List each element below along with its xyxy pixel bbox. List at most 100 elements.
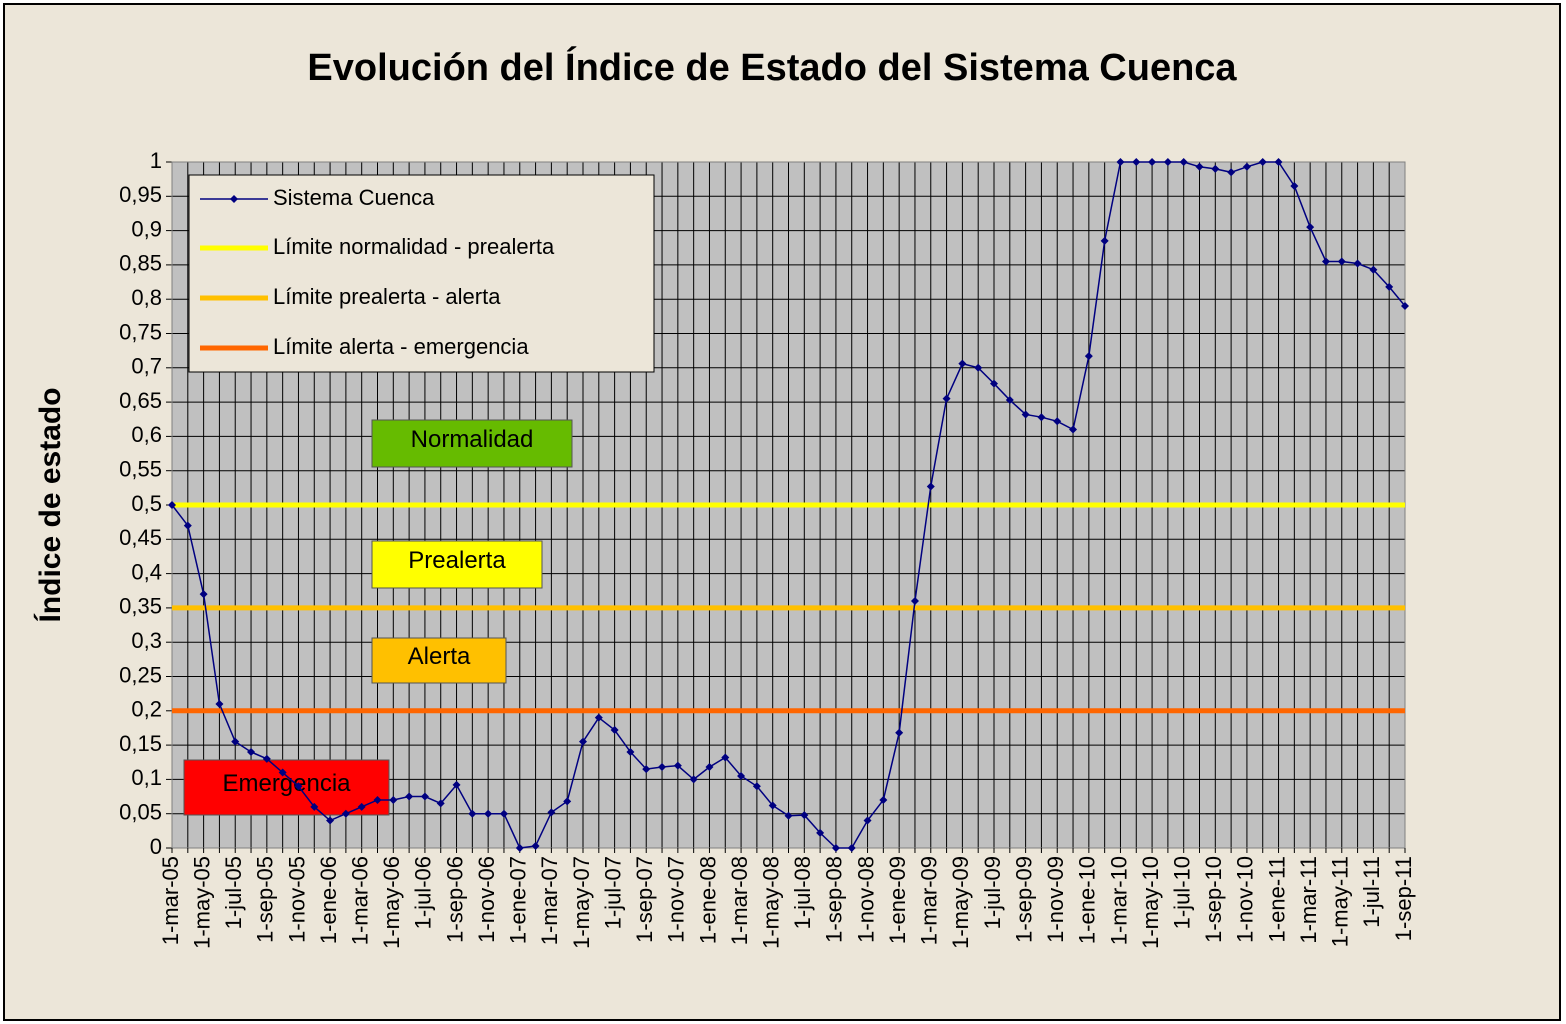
x-tick-label: 1-may-07 bbox=[569, 856, 594, 949]
point bbox=[689, 775, 698, 784]
x-tick-label: 1-mar-08 bbox=[727, 856, 752, 945]
y-tick-label: 0,55 bbox=[119, 457, 162, 482]
point bbox=[405, 792, 414, 801]
x-tick-label: 1-jul-07 bbox=[600, 856, 625, 929]
point bbox=[1306, 223, 1315, 232]
x-tick-label: 1-may-06 bbox=[379, 856, 404, 949]
y-tick-label: 0,65 bbox=[119, 388, 162, 413]
x-tick-label: 1-ene-07 bbox=[506, 856, 531, 944]
point bbox=[1290, 182, 1299, 191]
point bbox=[1163, 158, 1172, 166]
point bbox=[373, 795, 382, 804]
point bbox=[1211, 164, 1220, 173]
y-tick-label: 0,75 bbox=[119, 319, 162, 344]
point bbox=[168, 501, 176, 509]
point bbox=[721, 753, 730, 762]
point bbox=[1132, 158, 1141, 166]
point bbox=[752, 782, 761, 791]
point bbox=[673, 761, 682, 770]
point bbox=[1179, 158, 1188, 166]
x-tick-label: 1-mar-09 bbox=[917, 856, 942, 945]
x-tick-label: 1-sep-06 bbox=[442, 856, 467, 943]
zone-box bbox=[183, 759, 390, 816]
point bbox=[278, 768, 287, 777]
x-tick-label: 1-sep-07 bbox=[632, 856, 657, 943]
point bbox=[1337, 257, 1346, 266]
y-tick-label: 0,95 bbox=[119, 182, 162, 207]
point bbox=[1084, 352, 1093, 361]
point bbox=[958, 359, 967, 368]
x-tick-label: 1-ene-10 bbox=[1075, 856, 1100, 944]
point bbox=[594, 713, 603, 722]
legend-label: Sistema Cuenca bbox=[273, 185, 435, 210]
x-tick-label: 1-mar-05 bbox=[158, 856, 183, 945]
legend bbox=[188, 174, 655, 373]
point bbox=[1353, 259, 1362, 268]
point bbox=[895, 728, 904, 737]
y-tick-label: 0,8 bbox=[131, 285, 162, 310]
point bbox=[926, 482, 935, 491]
x-tick-label: 1-nov-07 bbox=[664, 856, 689, 943]
y-tick-label: 0,25 bbox=[119, 662, 162, 687]
y-tick-label: 1 bbox=[150, 148, 162, 173]
x-tick-label: 1-may-05 bbox=[189, 856, 214, 949]
x-tick-label: 1-nov-10 bbox=[1233, 856, 1258, 943]
x-tick-label: 1-mar-06 bbox=[348, 856, 373, 945]
point bbox=[199, 590, 208, 599]
zone-box bbox=[371, 637, 507, 684]
point bbox=[1100, 236, 1109, 245]
point bbox=[515, 844, 524, 852]
point bbox=[942, 394, 951, 403]
x-tick-label: 1-jul-10 bbox=[1170, 856, 1195, 929]
point bbox=[610, 726, 619, 735]
x-tick-label: 1-ene-06 bbox=[316, 856, 341, 944]
point bbox=[816, 828, 825, 837]
point bbox=[341, 809, 350, 818]
point bbox=[357, 802, 366, 811]
point bbox=[974, 363, 983, 372]
point bbox=[768, 801, 777, 810]
point bbox=[484, 809, 493, 818]
zone-label: Prealerta bbox=[408, 547, 506, 574]
zone-box bbox=[371, 540, 543, 589]
y-tick-label: 0,3 bbox=[131, 628, 162, 653]
point bbox=[1037, 413, 1046, 422]
point bbox=[847, 844, 856, 852]
point bbox=[547, 808, 556, 817]
point bbox=[310, 802, 319, 811]
y-tick-label: 0,15 bbox=[119, 731, 162, 756]
x-tick-label: 1-jul-11 bbox=[1359, 856, 1384, 928]
point bbox=[831, 844, 840, 852]
y-tick-label: 0,05 bbox=[119, 800, 162, 825]
point bbox=[863, 816, 872, 825]
point bbox=[231, 737, 240, 746]
point bbox=[1195, 162, 1204, 171]
point bbox=[1242, 162, 1251, 171]
point bbox=[436, 799, 445, 808]
point bbox=[1148, 158, 1157, 166]
x-tick-label: 1-ene-08 bbox=[695, 856, 720, 944]
point bbox=[1227, 168, 1236, 177]
point bbox=[1116, 158, 1125, 166]
point bbox=[1258, 158, 1267, 166]
x-tick-label: 1-sep-08 bbox=[822, 856, 847, 943]
x-tick-label: 1-sep-05 bbox=[253, 856, 278, 943]
x-tick-label: 1-may-10 bbox=[1138, 856, 1163, 949]
x-tick-label: 1-sep-09 bbox=[1011, 856, 1036, 943]
chart-title: Evolución del Índice de Estado del Siste… bbox=[307, 45, 1237, 89]
zone-label: Alerta bbox=[408, 643, 471, 670]
point bbox=[215, 699, 224, 708]
x-tick-label: 1-mar-11 bbox=[1296, 856, 1321, 944]
point bbox=[1369, 265, 1378, 274]
point bbox=[1274, 158, 1283, 166]
point bbox=[468, 809, 477, 818]
point bbox=[579, 737, 587, 746]
point bbox=[910, 597, 919, 606]
point bbox=[1005, 396, 1014, 405]
point bbox=[737, 771, 746, 780]
x-tick-label: 1-jul-09 bbox=[980, 856, 1005, 929]
point bbox=[563, 797, 572, 806]
x-tick-label: 1-ene-09 bbox=[885, 856, 910, 944]
